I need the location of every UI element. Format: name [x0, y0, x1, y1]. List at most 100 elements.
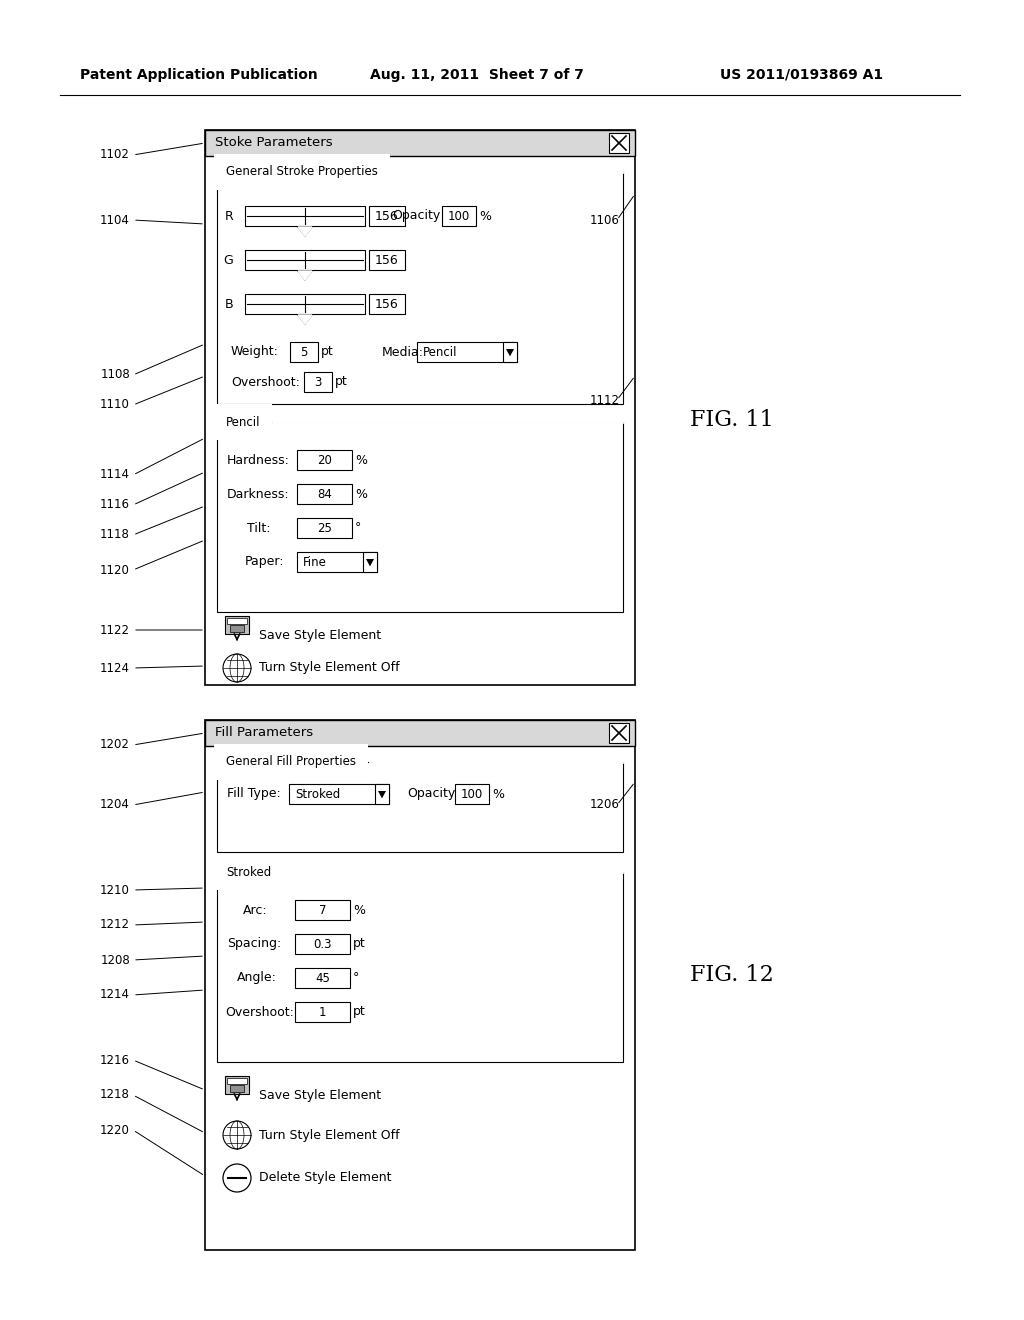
- Bar: [205, 719, 635, 746]
- Text: 1216: 1216: [100, 1053, 130, 1067]
- Text: Fine: Fine: [303, 556, 327, 569]
- Bar: [297, 450, 352, 470]
- Text: pt: pt: [353, 1006, 366, 1019]
- Text: 1212: 1212: [100, 919, 130, 932]
- Text: Turn Style Element Off: Turn Style Element Off: [259, 1129, 399, 1142]
- Text: FIG. 11: FIG. 11: [690, 409, 774, 432]
- Text: %: %: [492, 788, 504, 800]
- Polygon shape: [378, 791, 386, 799]
- Text: 1102: 1102: [100, 149, 130, 161]
- Text: 1124: 1124: [100, 661, 130, 675]
- Text: 100: 100: [461, 788, 483, 800]
- Text: 1112: 1112: [590, 393, 620, 407]
- Text: 1208: 1208: [100, 953, 130, 966]
- Text: 45: 45: [315, 972, 330, 985]
- Bar: [609, 133, 629, 153]
- Bar: [455, 784, 489, 804]
- Text: Fill Parameters: Fill Parameters: [215, 726, 313, 739]
- Bar: [229, 1085, 244, 1092]
- Text: Darkness:: Darkness:: [227, 487, 290, 500]
- Bar: [442, 206, 476, 226]
- Bar: [205, 129, 635, 156]
- Text: General Stroke Properties: General Stroke Properties: [226, 165, 378, 178]
- Bar: [245, 206, 365, 226]
- Text: Delete Style Element: Delete Style Element: [259, 1172, 391, 1184]
- Text: 1110: 1110: [100, 399, 130, 412]
- Text: 156: 156: [375, 297, 399, 310]
- Text: B: B: [224, 297, 233, 310]
- Bar: [369, 206, 406, 226]
- Text: %: %: [355, 487, 367, 500]
- Text: 5: 5: [300, 346, 307, 359]
- Text: Arc:: Arc:: [243, 903, 267, 916]
- Bar: [369, 294, 406, 314]
- Text: 1206: 1206: [590, 799, 620, 812]
- Bar: [229, 624, 244, 632]
- Text: 1: 1: [318, 1006, 327, 1019]
- Text: 84: 84: [317, 487, 332, 500]
- Text: °: °: [353, 972, 359, 985]
- Text: Aug. 11, 2011  Sheet 7 of 7: Aug. 11, 2011 Sheet 7 of 7: [370, 69, 584, 82]
- Polygon shape: [506, 348, 514, 356]
- Text: 1104: 1104: [100, 214, 130, 227]
- Text: 1116: 1116: [100, 499, 130, 511]
- Text: Opacity: Opacity: [407, 788, 456, 800]
- Bar: [369, 249, 406, 271]
- Text: 3: 3: [314, 375, 322, 388]
- Bar: [217, 172, 623, 404]
- Text: Tilt:: Tilt:: [247, 521, 270, 535]
- Bar: [503, 342, 517, 362]
- Text: 1108: 1108: [100, 368, 130, 381]
- Text: Fill Type:: Fill Type:: [227, 788, 281, 800]
- Text: Stoke Parameters: Stoke Parameters: [215, 136, 333, 149]
- Text: G: G: [223, 253, 233, 267]
- Bar: [217, 422, 623, 612]
- Polygon shape: [298, 315, 312, 323]
- Text: 1220: 1220: [100, 1123, 130, 1137]
- Bar: [295, 900, 350, 920]
- Text: 1204: 1204: [100, 799, 130, 812]
- Text: Pencil: Pencil: [423, 346, 458, 359]
- Text: 20: 20: [317, 454, 332, 466]
- Bar: [217, 762, 623, 851]
- Text: Media:: Media:: [382, 346, 424, 359]
- Text: pt: pt: [335, 375, 348, 388]
- Bar: [297, 484, 352, 504]
- Text: Spacing:: Spacing:: [227, 937, 282, 950]
- Text: Turn Style Element Off: Turn Style Element Off: [259, 661, 399, 675]
- Bar: [227, 618, 247, 624]
- Polygon shape: [298, 271, 312, 280]
- Text: Pencil: Pencil: [226, 416, 260, 429]
- Text: Overshoot:: Overshoot:: [231, 375, 300, 388]
- Text: 1120: 1120: [100, 564, 130, 577]
- Text: Stroked: Stroked: [226, 866, 271, 879]
- Text: 25: 25: [317, 521, 332, 535]
- Text: %: %: [355, 454, 367, 466]
- Text: R: R: [224, 210, 233, 223]
- Bar: [245, 249, 365, 271]
- Text: Save Style Element: Save Style Element: [259, 630, 381, 643]
- Text: General Fill Properties: General Fill Properties: [226, 755, 356, 768]
- Text: Hardness:: Hardness:: [227, 454, 290, 466]
- Text: 1118: 1118: [100, 528, 130, 541]
- Text: %: %: [353, 903, 365, 916]
- Text: Opacity: Opacity: [392, 210, 440, 223]
- Text: Paper:: Paper:: [245, 556, 285, 569]
- Text: US 2011/0193869 A1: US 2011/0193869 A1: [720, 69, 883, 82]
- Text: Overshoot:: Overshoot:: [225, 1006, 294, 1019]
- Polygon shape: [298, 227, 312, 236]
- Bar: [245, 294, 365, 314]
- Text: 1122: 1122: [100, 623, 130, 636]
- Polygon shape: [366, 558, 374, 566]
- Bar: [297, 517, 352, 539]
- Text: 156: 156: [375, 210, 399, 223]
- Bar: [297, 552, 377, 572]
- Text: 156: 156: [375, 253, 399, 267]
- Bar: [295, 935, 350, 954]
- Text: Stroked: Stroked: [295, 788, 340, 800]
- Text: Weight:: Weight:: [231, 346, 279, 359]
- Bar: [417, 342, 517, 362]
- Bar: [295, 968, 350, 987]
- Bar: [290, 342, 318, 362]
- Bar: [205, 719, 635, 1250]
